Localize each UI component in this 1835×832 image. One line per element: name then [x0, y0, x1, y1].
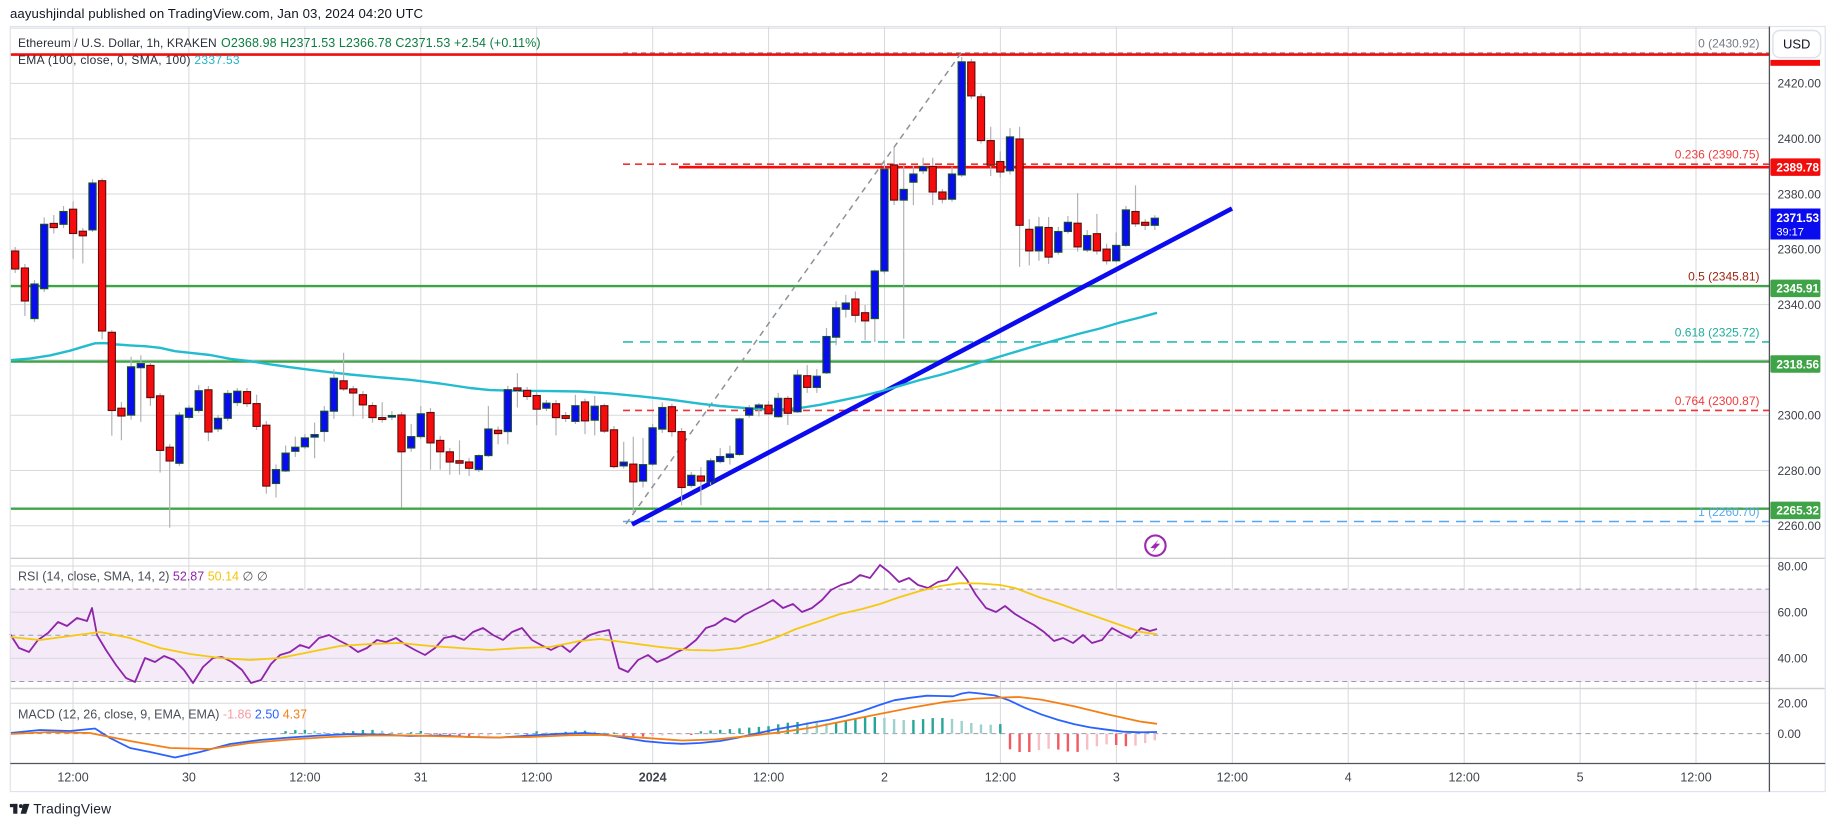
svg-text:2: 2 — [881, 770, 888, 784]
svg-text:0 (2430.92): 0 (2430.92) — [1698, 37, 1759, 51]
svg-text:2318.56: 2318.56 — [1776, 357, 1819, 371]
svg-text:0.00: 0.00 — [1778, 727, 1802, 741]
svg-text:2345.91: 2345.91 — [1776, 282, 1819, 296]
svg-text:0.764 (2300.87): 0.764 (2300.87) — [1675, 394, 1760, 408]
svg-text:2265.32: 2265.32 — [1776, 504, 1819, 518]
svg-text:RSI (14, close, SMA, 14, 2) 52: RSI (14, close, SMA, 14, 2) 52.87 50.14 … — [18, 569, 268, 583]
svg-text:O2368.98 H2371.53 L2366.78: O2368.98 H2371.53 L2366.78 C2371.53 +2.5… — [221, 36, 541, 50]
svg-text:EMA (100, close, 0, SMA, 100): EMA (100, close, 0, SMA, 100) 2337.53 — [18, 53, 240, 67]
svg-text:2389.78: 2389.78 — [1776, 161, 1819, 175]
svg-text:MACD (12, 26, close, 9, EMA, E: MACD (12, 26, close, 9, EMA, EMA) -1.86 … — [18, 707, 307, 721]
svg-text:2340.00: 2340.00 — [1778, 298, 1822, 312]
svg-text:USD: USD — [1783, 36, 1810, 51]
svg-text:20.00: 20.00 — [1778, 697, 1808, 711]
svg-text:Ethereum / U.S. Dollar, 1h, KR: Ethereum / U.S. Dollar, 1h, KRAKEN — [18, 36, 217, 50]
svg-text:12:00: 12:00 — [521, 770, 552, 784]
svg-text:1 (2260.70): 1 (2260.70) — [1698, 505, 1759, 519]
svg-text:12:00: 12:00 — [57, 770, 88, 784]
svg-text:2300.00: 2300.00 — [1778, 409, 1822, 423]
svg-text:0.618 (2325.72): 0.618 (2325.72) — [1675, 326, 1760, 340]
svg-text:12:00: 12:00 — [289, 770, 320, 784]
svg-text:TradingView: TradingView — [33, 801, 111, 816]
svg-text:aayushjindal published on Trad: aayushjindal published on TradingView.co… — [10, 6, 424, 21]
svg-text:30: 30 — [182, 770, 196, 784]
svg-text:39:17: 39:17 — [1776, 226, 1804, 238]
svg-text:2400.00: 2400.00 — [1778, 132, 1822, 146]
svg-text:2024: 2024 — [639, 770, 667, 784]
svg-text:0.236 (2390.75): 0.236 (2390.75) — [1675, 148, 1760, 162]
svg-text:2371.53: 2371.53 — [1776, 211, 1819, 225]
svg-text:0.5 (2345.81): 0.5 (2345.81) — [1688, 270, 1759, 284]
svg-text:12:00: 12:00 — [1217, 770, 1248, 784]
svg-text:40.00: 40.00 — [1778, 652, 1808, 666]
svg-text:12:00: 12:00 — [1680, 770, 1711, 784]
svg-text:12:00: 12:00 — [753, 770, 784, 784]
svg-text:2280.00: 2280.00 — [1778, 464, 1822, 478]
svg-text:2360.00: 2360.00 — [1778, 243, 1822, 257]
svg-text:4: 4 — [1345, 770, 1352, 784]
svg-text:2380.00: 2380.00 — [1778, 187, 1822, 201]
svg-text:5: 5 — [1577, 770, 1584, 784]
svg-text:2420.00: 2420.00 — [1778, 77, 1822, 91]
svg-text:60.00: 60.00 — [1778, 606, 1808, 620]
svg-text:12:00: 12:00 — [985, 770, 1016, 784]
svg-text:31: 31 — [414, 770, 428, 784]
svg-text:80.00: 80.00 — [1778, 559, 1808, 573]
svg-text:3: 3 — [1113, 770, 1120, 784]
svg-text:12:00: 12:00 — [1449, 770, 1480, 784]
svg-text:2260.00: 2260.00 — [1778, 519, 1822, 533]
